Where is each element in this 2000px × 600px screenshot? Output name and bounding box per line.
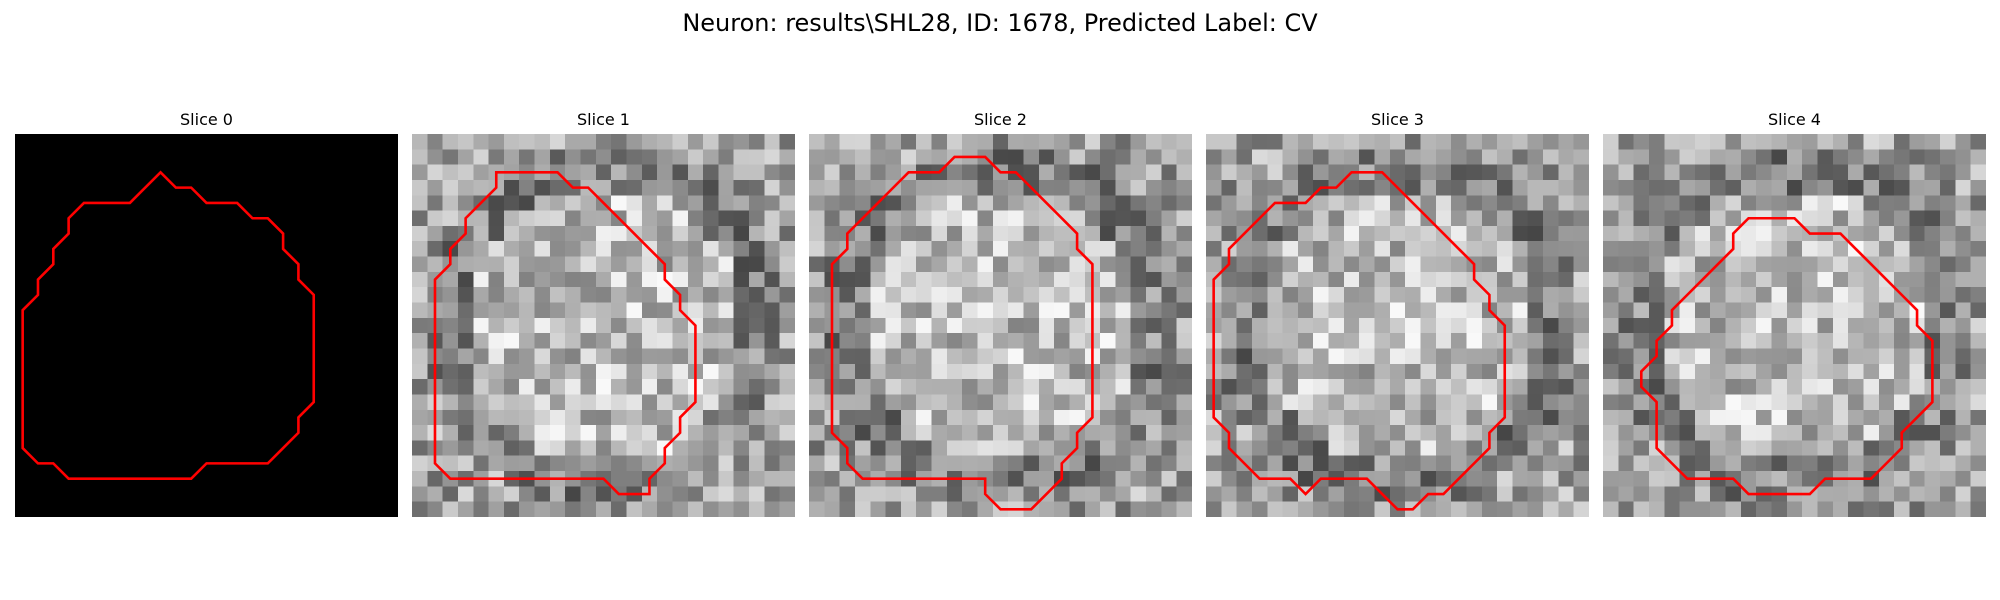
slice-image: [15, 134, 398, 517]
neuron-outline: [1212, 170, 1507, 511]
slice-image: [412, 134, 795, 517]
neuron-outline: [21, 170, 316, 481]
slice-panel-0: Slice 0: [15, 108, 398, 517]
slice-image-frame: [1603, 134, 1986, 517]
contour-polygon: [21, 170, 316, 481]
slice-image-frame: [1206, 134, 1589, 517]
slice-image-frame: [15, 134, 398, 517]
neuron-outline: [433, 170, 697, 496]
slice-panel-1: Slice 1: [412, 108, 795, 517]
neuron-outline: [830, 155, 1094, 511]
slice-title: Slice 0: [180, 110, 233, 129]
figure-title: Neuron: results\SHL28, ID: 1678, Predict…: [682, 9, 1318, 37]
neuron-outline: [1639, 216, 1934, 496]
slice-panel-2: Slice 2: [809, 108, 1192, 517]
slice-title: Slice 4: [1768, 110, 1821, 129]
contour-polygon: [830, 155, 1094, 511]
slice-image-frame: [809, 134, 1192, 517]
slice-image-frame: [412, 134, 795, 517]
slice-panel-4: Slice 4: [1603, 108, 1986, 517]
slice-image: [809, 134, 1192, 517]
slice-title: Slice 1: [577, 110, 630, 129]
contour-polygon: [1212, 170, 1507, 511]
slice-panel-3: Slice 3: [1206, 108, 1589, 517]
slice-title: Slice 2: [974, 110, 1027, 129]
contour-polygon: [1639, 216, 1934, 496]
contour-polygon: [433, 170, 697, 496]
slice-image: [1206, 134, 1589, 517]
slice-image: [1603, 134, 1986, 517]
slice-title: Slice 3: [1371, 110, 1424, 129]
